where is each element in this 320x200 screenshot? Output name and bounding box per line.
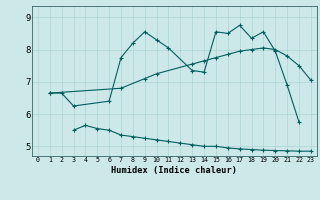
X-axis label: Humidex (Indice chaleur): Humidex (Indice chaleur)	[111, 166, 237, 175]
